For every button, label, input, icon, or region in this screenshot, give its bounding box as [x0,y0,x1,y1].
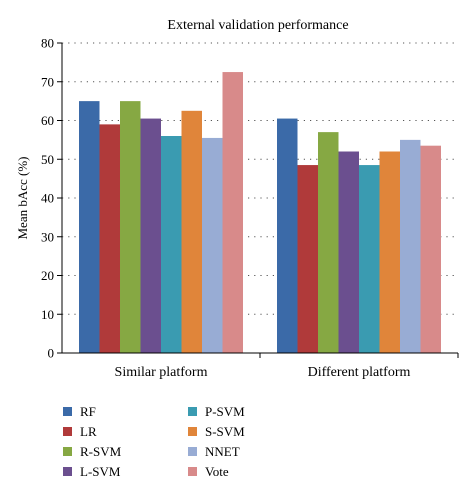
axes: 0 10 20 30 40 50 60 70 80 Similar platform Differe… [41,36,459,380]
bar-lr-2 [297,165,318,353]
legend-swatch-nnet [188,447,197,456]
y-axis-title: Mean bAcc (%) [15,156,30,239]
bar-p-svm-1 [161,136,182,353]
bar-p-svm-2 [359,165,380,353]
chart-title: External validation performance [167,18,348,33]
legend-swatch-vote [188,467,197,476]
x-category-label: Similar platform [115,365,208,380]
x-category-label: Different platform [308,365,411,380]
legend-swatch-p-svm [188,407,197,416]
bar-r-svm-1 [120,101,141,353]
bar-l-svm-2 [338,151,359,353]
legend-label-nnet: NNET [205,444,240,459]
legend: RF LR R-SVM L-SVM P-SVM S-SVM NNET Vote [63,404,245,479]
y-tick-label: 70 [41,74,54,89]
y-tick-label: 10 [41,307,54,322]
bar-r-svm-2 [318,132,339,353]
legend-swatch-r-svm [63,447,72,456]
y-tick-label: 80 [41,36,54,51]
bars-group [79,72,441,353]
bar-rf-2 [277,118,298,353]
y-tick-label: 40 [41,191,54,206]
legend-swatch-rf [63,407,72,416]
y-tick-label: 0 [48,346,55,361]
legend-label-lr: LR [80,424,97,439]
legend-label-l-svm: L-SVM [80,464,121,479]
bar-lr-1 [99,124,120,353]
bar-rf-1 [79,101,100,353]
legend-swatch-s-svm [188,427,197,436]
bar-nnet-1 [202,137,223,353]
legend-label-s-svm: S-SVM [205,424,245,439]
legend-swatch-lr [63,427,72,436]
bar-l-svm-1 [140,118,161,353]
y-tick-label: 60 [41,113,54,128]
legend-label-rf: RF [80,404,96,419]
bar-vote-1 [222,72,243,353]
bar-s-svm-2 [379,151,400,353]
y-tick-label: 20 [41,268,54,283]
legend-label-r-svm: R-SVM [80,444,122,459]
bar-s-svm-1 [181,110,202,353]
legend-label-p-svm: P-SVM [205,404,245,419]
y-tick-label: 30 [41,229,54,244]
bar-nnet-2 [400,139,421,353]
y-tick-label: 50 [41,152,54,167]
bar-vote-2 [420,145,441,353]
legend-label-vote: Vote [205,464,229,479]
legend-swatch-l-svm [63,467,72,476]
